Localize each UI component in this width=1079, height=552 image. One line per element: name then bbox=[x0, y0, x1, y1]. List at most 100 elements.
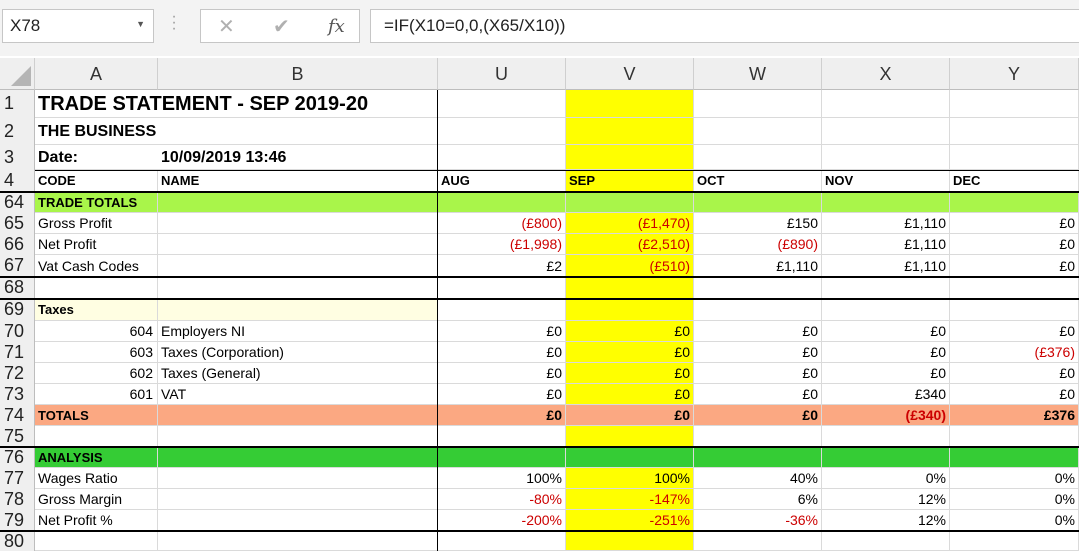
cell-b3[interactable]: 10/09/2019 13:46 bbox=[158, 145, 438, 170]
cell-v66[interactable]: (£2,510) bbox=[566, 234, 694, 255]
row-header-3[interactable]: 3 bbox=[0, 145, 35, 170]
cell-v64[interactable] bbox=[566, 192, 694, 213]
cell-b68[interactable] bbox=[158, 277, 438, 299]
cell-y80[interactable] bbox=[950, 531, 1079, 551]
cell-b72[interactable]: Taxes (General) bbox=[158, 363, 438, 384]
row-header-69[interactable]: 69 bbox=[0, 299, 35, 321]
cell-b65[interactable] bbox=[158, 213, 438, 234]
chevron-down-icon[interactable]: ▼ bbox=[136, 19, 145, 29]
row-header-64[interactable]: 64 bbox=[0, 192, 35, 213]
column-header-b[interactable]: B bbox=[158, 58, 438, 90]
cell-x67[interactable]: £1,110 bbox=[822, 255, 950, 277]
column-header-a[interactable]: A bbox=[35, 58, 158, 90]
cell-b2[interactable] bbox=[158, 118, 438, 145]
cell-a79[interactable]: Net Profit % bbox=[35, 510, 158, 531]
cell-x80[interactable] bbox=[822, 531, 950, 551]
cell-u75[interactable] bbox=[438, 426, 566, 447]
cell-y75[interactable] bbox=[950, 426, 1079, 447]
cell-b77[interactable] bbox=[158, 468, 438, 489]
cell-w74[interactable]: £0 bbox=[694, 405, 822, 426]
cell-a4[interactable]: CODE bbox=[35, 170, 158, 192]
cell-x75[interactable] bbox=[822, 426, 950, 447]
cell-y78[interactable]: 0% bbox=[950, 489, 1079, 510]
cell-w69[interactable] bbox=[694, 299, 822, 321]
cell-y1[interactable] bbox=[950, 90, 1079, 118]
cell-x78[interactable]: 12% bbox=[822, 489, 950, 510]
column-header-u[interactable]: U bbox=[438, 58, 566, 90]
row-header-79[interactable]: 79 bbox=[0, 510, 35, 531]
cell-b74[interactable] bbox=[158, 405, 438, 426]
cell-u4[interactable]: AUG bbox=[438, 170, 566, 192]
cell-w71[interactable]: £0 bbox=[694, 342, 822, 363]
cell-b73[interactable]: VAT bbox=[158, 384, 438, 405]
cell-y4[interactable]: DEC bbox=[950, 170, 1079, 192]
cell-x77[interactable]: 0% bbox=[822, 468, 950, 489]
cell-v2[interactable] bbox=[566, 118, 694, 145]
cell-u80[interactable] bbox=[438, 531, 566, 551]
cell-a65[interactable]: Gross Profit bbox=[35, 213, 158, 234]
cell-b64[interactable] bbox=[158, 192, 438, 213]
cell-u72[interactable]: £0 bbox=[438, 363, 566, 384]
cell-u2[interactable] bbox=[438, 118, 566, 145]
cell-x68[interactable] bbox=[822, 277, 950, 299]
cell-w65[interactable]: £150 bbox=[694, 213, 822, 234]
column-header-v[interactable]: V bbox=[566, 58, 694, 90]
cell-w78[interactable]: 6% bbox=[694, 489, 822, 510]
cell-u74[interactable]: £0 bbox=[438, 405, 566, 426]
cell-u3[interactable] bbox=[438, 145, 566, 170]
cell-x69[interactable] bbox=[822, 299, 950, 321]
select-all-corner[interactable] bbox=[0, 58, 35, 90]
cell-y73[interactable]: £0 bbox=[950, 384, 1079, 405]
cell-x71[interactable]: £0 bbox=[822, 342, 950, 363]
cell-a64[interactable]: TRADE TOTALS bbox=[35, 192, 158, 213]
row-header-74[interactable]: 74 bbox=[0, 405, 35, 426]
cell-w76[interactable] bbox=[694, 447, 822, 468]
cell-v65[interactable]: (£1,470) bbox=[566, 213, 694, 234]
cell-a78[interactable]: Gross Margin bbox=[35, 489, 158, 510]
cell-y66[interactable]: £0 bbox=[950, 234, 1079, 255]
cell-w2[interactable] bbox=[694, 118, 822, 145]
cell-y68[interactable] bbox=[950, 277, 1079, 299]
cell-u1[interactable] bbox=[438, 90, 566, 118]
cell-u69[interactable] bbox=[438, 299, 566, 321]
column-header-x[interactable]: X bbox=[822, 58, 950, 90]
cell-w68[interactable] bbox=[694, 277, 822, 299]
cell-x65[interactable]: £1,110 bbox=[822, 213, 950, 234]
cell-w80[interactable] bbox=[694, 531, 822, 551]
cell-b70[interactable]: Employers NI bbox=[158, 321, 438, 342]
cell-a67[interactable]: Vat Cash Codes bbox=[35, 255, 158, 277]
cell-v76[interactable] bbox=[566, 447, 694, 468]
more-options-icon[interactable]: · · · bbox=[171, 8, 177, 37]
cell-y79[interactable]: 0% bbox=[950, 510, 1079, 531]
cell-v73[interactable]: £0 bbox=[566, 384, 694, 405]
row-header-4[interactable]: 4 bbox=[0, 170, 35, 192]
cell-a68[interactable] bbox=[35, 277, 158, 299]
cell-a69[interactable]: Taxes bbox=[35, 299, 158, 321]
cell-u77[interactable]: 100% bbox=[438, 468, 566, 489]
cell-a80[interactable] bbox=[35, 531, 158, 551]
cell-a77[interactable]: Wages Ratio bbox=[35, 468, 158, 489]
cell-v79[interactable]: -251% bbox=[566, 510, 694, 531]
check-icon[interactable]: ✔ bbox=[273, 16, 290, 38]
cell-x64[interactable] bbox=[822, 192, 950, 213]
cell-v78[interactable]: -147% bbox=[566, 489, 694, 510]
cell-w1[interactable] bbox=[694, 90, 822, 118]
cell-u73[interactable]: £0 bbox=[438, 384, 566, 405]
cell-u65[interactable]: (£800) bbox=[438, 213, 566, 234]
cell-a73[interactable]: 601 bbox=[35, 384, 158, 405]
row-header-1[interactable]: 1 bbox=[0, 90, 35, 118]
cell-b78[interactable] bbox=[158, 489, 438, 510]
column-header-w[interactable]: W bbox=[694, 58, 822, 90]
cell-v75[interactable] bbox=[566, 426, 694, 447]
cell-x2[interactable] bbox=[822, 118, 950, 145]
cell-w4[interactable]: OCT bbox=[694, 170, 822, 192]
cell-x1[interactable] bbox=[822, 90, 950, 118]
cell-v3[interactable] bbox=[566, 145, 694, 170]
cell-a72[interactable]: 602 bbox=[35, 363, 158, 384]
cell-b4[interactable]: NAME bbox=[158, 170, 438, 192]
cell-y76[interactable] bbox=[950, 447, 1079, 468]
cell-u78[interactable]: -80% bbox=[438, 489, 566, 510]
cell-v72[interactable]: £0 bbox=[566, 363, 694, 384]
name-box[interactable]: X78 ▼ bbox=[2, 9, 154, 43]
cell-u64[interactable] bbox=[438, 192, 566, 213]
